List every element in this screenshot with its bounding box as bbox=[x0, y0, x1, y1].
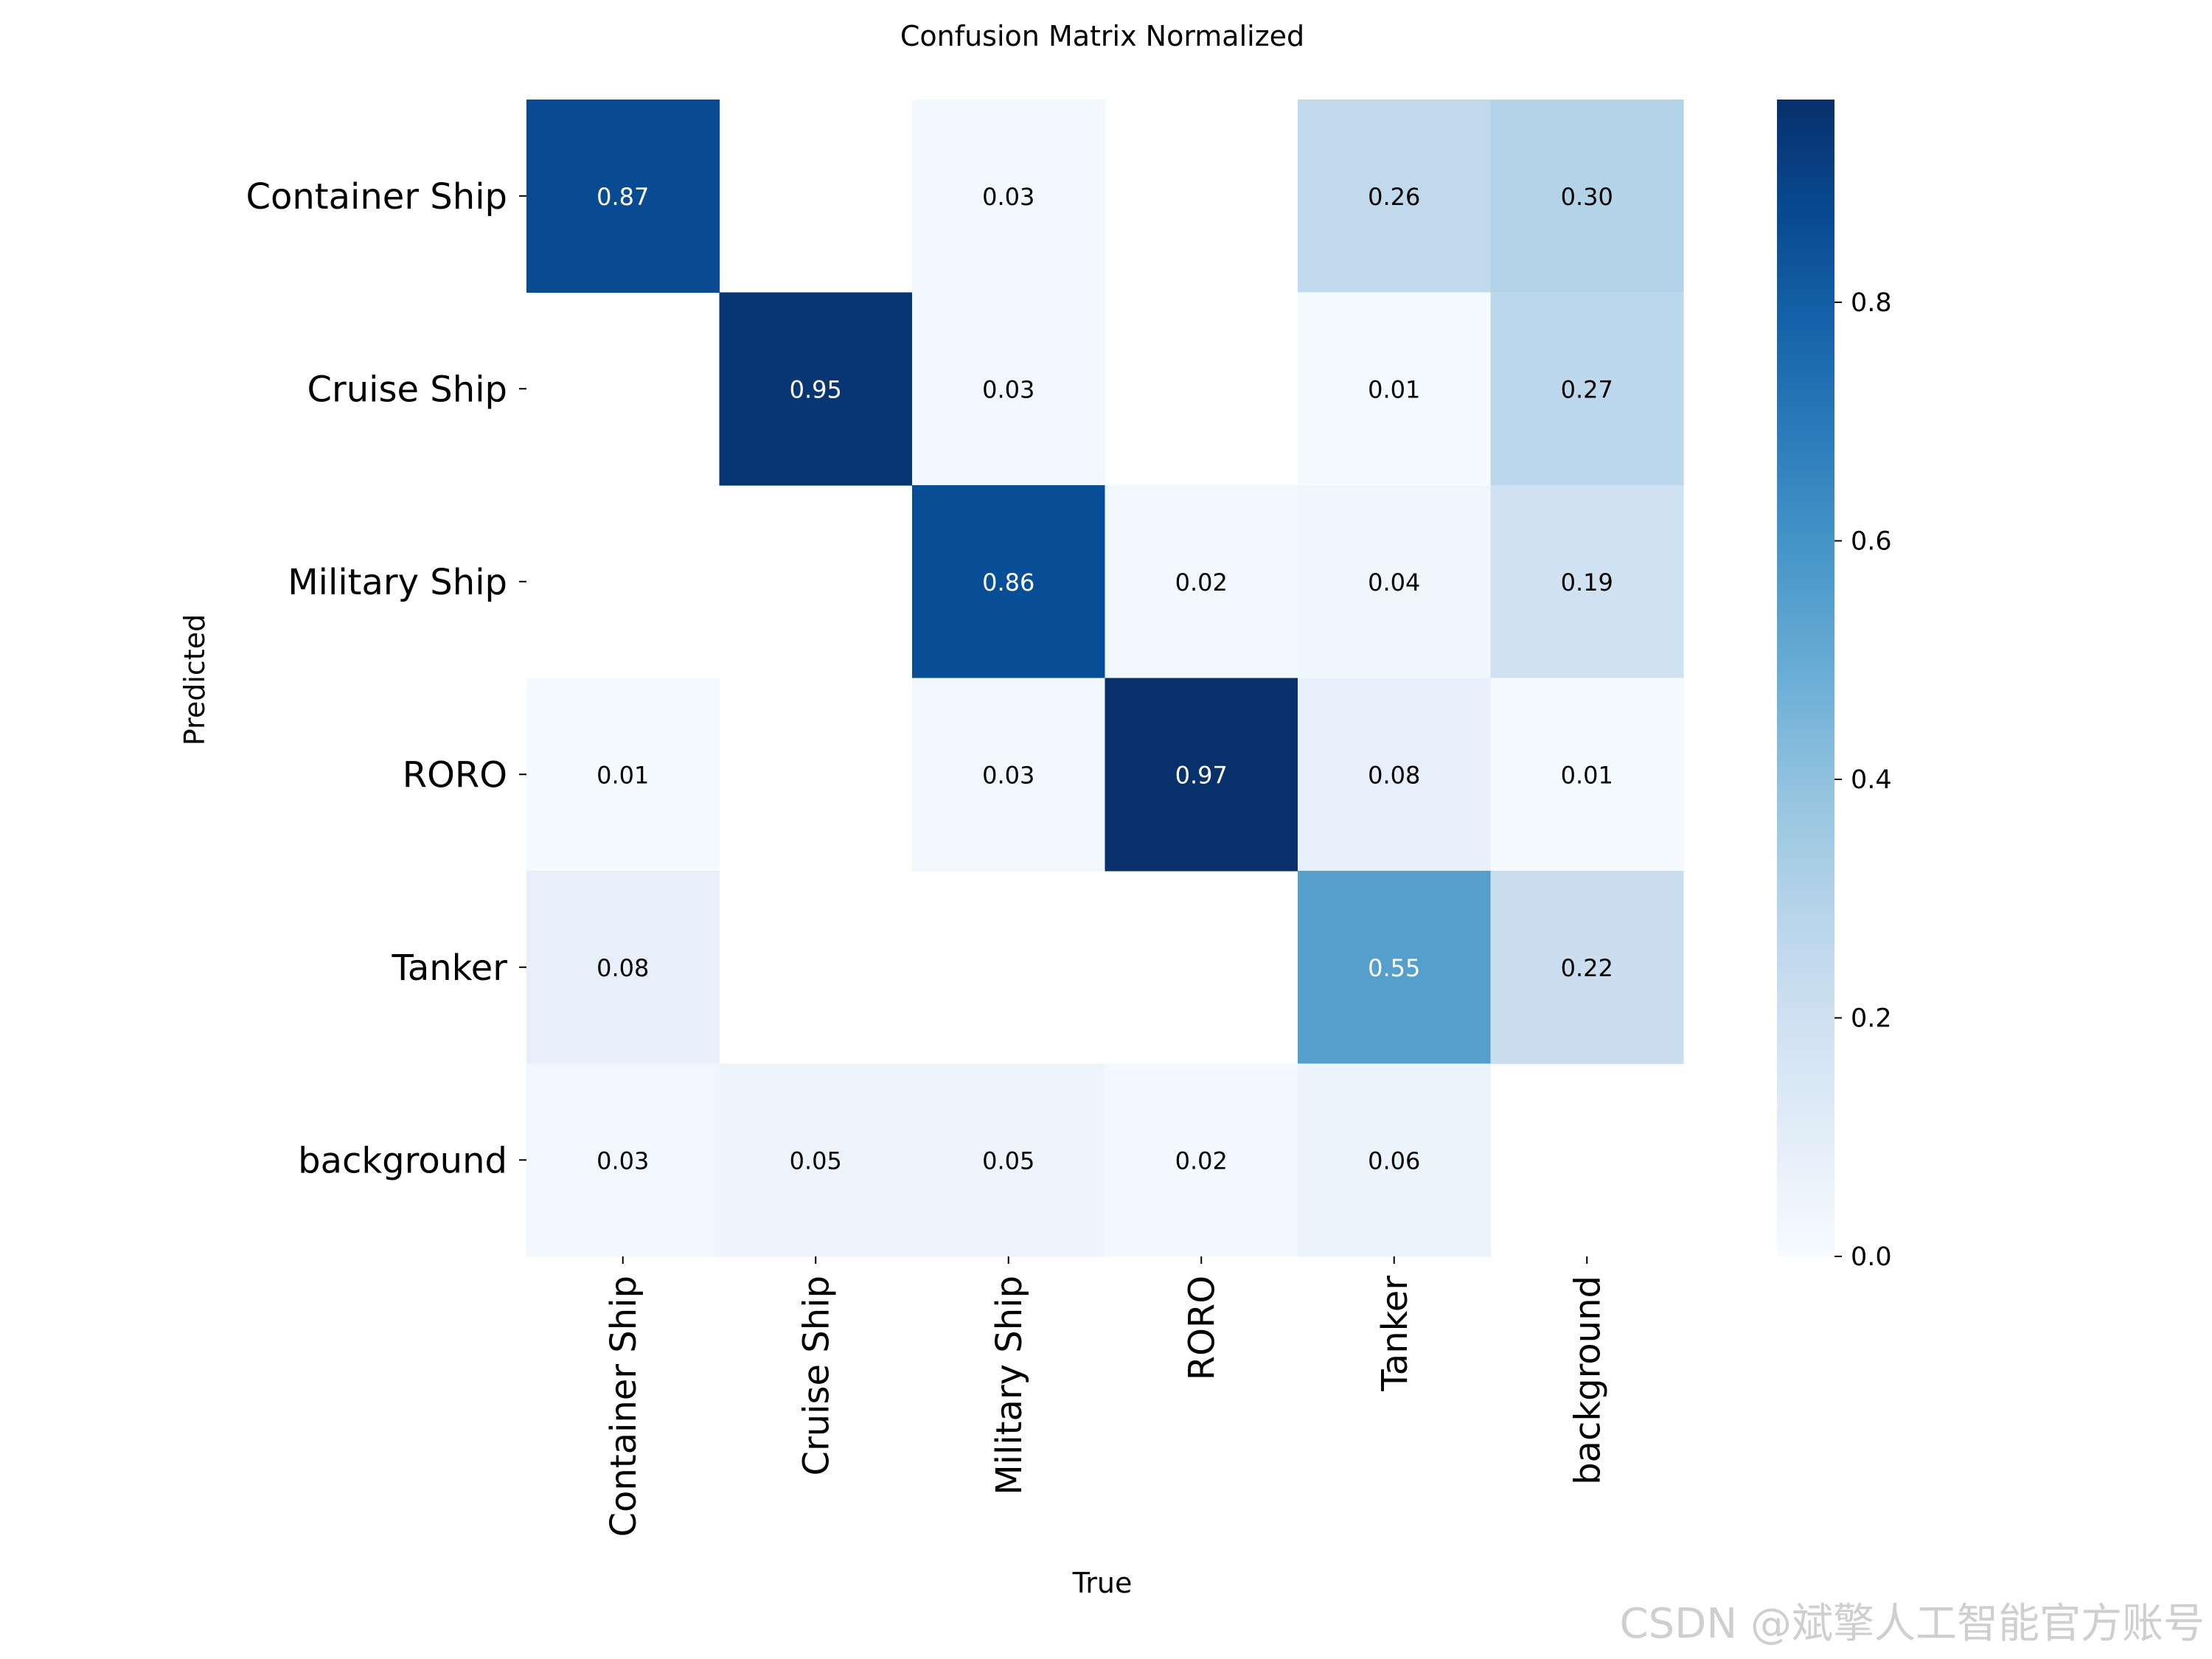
cell-label-0-5: 0.30 bbox=[1561, 183, 1613, 211]
x-tick-label-4: Tanker bbox=[1374, 1276, 1416, 1392]
x-tick-label-0: Container Ship bbox=[603, 1276, 644, 1537]
cell-label-4-5: 0.22 bbox=[1561, 954, 1613, 982]
cell-label-3-2: 0.03 bbox=[982, 761, 1034, 789]
y-tick-label-5: background bbox=[298, 1140, 507, 1181]
y-tick-label-3: RORO bbox=[403, 754, 507, 796]
watermark: CSDN @斌擎人工智能官方账号 bbox=[1619, 1600, 2205, 1648]
colorbar-tick-label-1: 0.2 bbox=[1851, 1004, 1892, 1033]
cell-3-2 bbox=[912, 678, 1106, 872]
y-axis: Container Ship Cruise Ship Military Ship RO… bbox=[246, 176, 526, 1181]
y-tick-label-1: Cruise Ship bbox=[307, 369, 508, 410]
x-tick-label-1: Cruise Ship bbox=[796, 1276, 837, 1476]
cell-1-1 bbox=[719, 292, 913, 486]
cell-2-3 bbox=[1105, 485, 1298, 679]
cell-label-2-4: 0.04 bbox=[1368, 568, 1420, 597]
colorbar-tick-label-4: 0.8 bbox=[1851, 288, 1892, 318]
cell-5-1 bbox=[719, 1063, 913, 1257]
y-tick-label-2: Military Ship bbox=[288, 562, 507, 603]
cell-label-2-2: 0.86 bbox=[982, 568, 1034, 597]
colorbar-tick-label-2: 0.4 bbox=[1851, 765, 1892, 795]
x-axis: Container Ship Cruise Ship Military Ship RO… bbox=[603, 1256, 1608, 1537]
chart-title: Confusion Matrix Normalized bbox=[900, 20, 1304, 52]
cell-label-1-4: 0.01 bbox=[1368, 375, 1420, 403]
cell-0-4 bbox=[1298, 100, 1492, 293]
x-tick-label-2: Military Ship bbox=[989, 1276, 1030, 1495]
cell-label-3-3: 0.97 bbox=[1175, 761, 1228, 789]
colorbar-tick-label-3: 0.6 bbox=[1851, 526, 1892, 556]
cell-label-3-5: 0.01 bbox=[1561, 761, 1613, 789]
cell-label-5-3: 0.02 bbox=[1175, 1147, 1228, 1175]
cell-2-2 bbox=[912, 485, 1106, 679]
cell-0-5 bbox=[1490, 100, 1684, 293]
y-axis-label: Predicted bbox=[178, 614, 211, 745]
cell-0-0 bbox=[526, 100, 720, 293]
cell-label-2-5: 0.19 bbox=[1561, 568, 1613, 597]
colorbar-tick-label-0: 0.0 bbox=[1851, 1242, 1892, 1272]
cell-5-2 bbox=[912, 1063, 1106, 1257]
cell-5-4 bbox=[1298, 1063, 1492, 1257]
x-tick-label-5: background bbox=[1567, 1276, 1608, 1485]
cell-label-3-4: 0.08 bbox=[1368, 761, 1420, 789]
cell-0-2 bbox=[912, 100, 1106, 293]
cell-1-5 bbox=[1490, 292, 1684, 486]
cell-5-3 bbox=[1105, 1063, 1298, 1257]
colorbar-gradient bbox=[1777, 100, 1834, 1256]
cell-3-3 bbox=[1105, 678, 1298, 872]
y-tick-label-0: Container Ship bbox=[246, 176, 507, 218]
heatmap-cells bbox=[526, 100, 1684, 1257]
colorbar: 0.0 0.2 0.4 0.6 0.8 bbox=[1777, 100, 1892, 1272]
cell-label-1-1: 0.95 bbox=[790, 375, 842, 403]
heatmap-cell-labels: 0.87 0.03 0.26 0.30 0.95 0.03 0.01 0.27 0.86 0.02… bbox=[597, 183, 1613, 1175]
y-tick-label-4: Tanker bbox=[391, 947, 507, 989]
cell-3-5 bbox=[1490, 678, 1684, 872]
cell-4-5 bbox=[1490, 871, 1684, 1065]
cell-label-2-3: 0.02 bbox=[1175, 568, 1228, 597]
cell-label-0-2: 0.03 bbox=[982, 183, 1034, 211]
cell-2-4 bbox=[1298, 485, 1492, 679]
x-tick-label-3: RORO bbox=[1181, 1276, 1222, 1380]
cell-label-1-2: 0.03 bbox=[982, 375, 1034, 403]
cell-label-0-0: 0.87 bbox=[597, 183, 649, 211]
cell-4-0 bbox=[526, 871, 720, 1065]
cell-label-5-1: 0.05 bbox=[790, 1147, 842, 1175]
cell-label-5-2: 0.05 bbox=[982, 1147, 1034, 1175]
cell-label-3-0: 0.01 bbox=[597, 761, 649, 789]
cell-2-5 bbox=[1490, 485, 1684, 679]
cell-4-4 bbox=[1298, 871, 1492, 1065]
cell-label-4-0: 0.08 bbox=[597, 954, 649, 982]
cell-3-0 bbox=[526, 678, 720, 872]
cell-label-5-0: 0.03 bbox=[597, 1147, 649, 1175]
cell-3-4 bbox=[1298, 678, 1492, 872]
cell-5-0 bbox=[526, 1063, 720, 1257]
x-axis-label: True bbox=[1072, 1567, 1133, 1599]
cell-1-4 bbox=[1298, 292, 1492, 486]
cell-label-4-4: 0.55 bbox=[1368, 954, 1420, 982]
cell-label-0-4: 0.26 bbox=[1368, 183, 1420, 211]
cell-label-1-5: 0.27 bbox=[1561, 375, 1613, 403]
cell-1-2 bbox=[912, 292, 1106, 486]
cell-label-5-4: 0.06 bbox=[1368, 1147, 1420, 1175]
